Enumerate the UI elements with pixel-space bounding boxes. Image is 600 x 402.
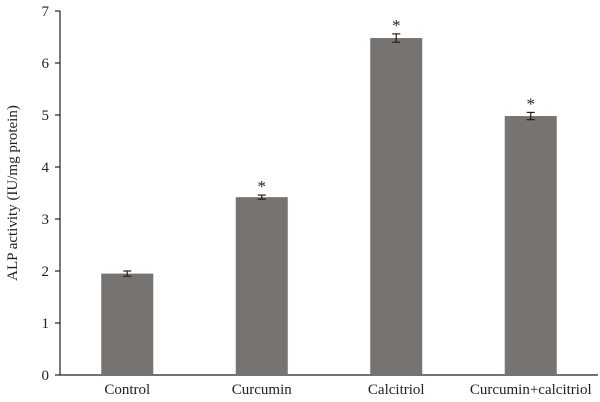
y-tick-label: 6	[42, 56, 50, 72]
y-ticks: 0 1 2 3 4 5 6 7	[42, 4, 60, 384]
x-tick-label: Curcumin	[232, 382, 292, 398]
y-tick-label: 2	[42, 264, 50, 280]
significance-marker: *	[258, 177, 267, 196]
y-axis-title: ALP activity (IU/mg protein)	[5, 105, 21, 281]
bar	[370, 38, 423, 375]
y-tick-label: 5	[42, 108, 50, 124]
significance-marker: *	[527, 94, 536, 113]
y-tick-label: 0	[42, 368, 50, 384]
y-tick-label: 7	[42, 4, 50, 20]
bar	[101, 273, 154, 375]
category-labels: Control Curcumin Calcitriol Curcumin+calcit…	[104, 382, 591, 398]
y-axis: 0 1 2 3 4 5 6 7	[42, 4, 61, 384]
y-tick-label: 4	[42, 160, 50, 176]
x-tick-label: Control	[104, 382, 150, 398]
bar	[504, 116, 557, 375]
significance-marker: *	[392, 16, 401, 35]
x-tick-label: Curcumin+calcitriol	[470, 382, 592, 398]
bar	[235, 197, 288, 375]
bars: * * *	[101, 16, 557, 375]
y-tick-label: 1	[42, 316, 50, 332]
y-tick-label: 3	[42, 212, 50, 228]
x-tick-label: Calcitriol	[368, 382, 425, 398]
